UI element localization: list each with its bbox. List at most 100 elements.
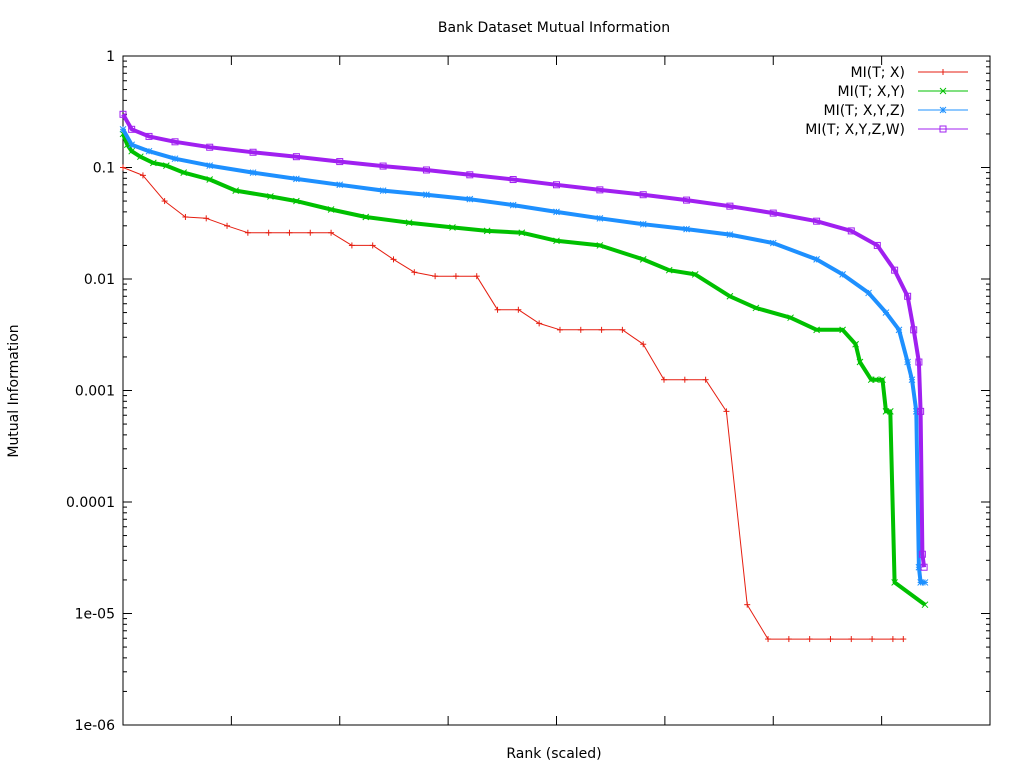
data-point bbox=[702, 376, 709, 383]
data-point bbox=[912, 408, 920, 415]
data-point bbox=[921, 579, 929, 586]
data-point bbox=[918, 550, 926, 558]
series-layer bbox=[119, 110, 929, 643]
data-point bbox=[891, 266, 899, 274]
data-point bbox=[827, 636, 834, 643]
data-point bbox=[182, 213, 189, 220]
data-point bbox=[553, 181, 560, 189]
data-point bbox=[723, 408, 730, 415]
legend: MI(T; X) MI(T; X,Y) MI(T; X,Y,Z) MI(T; X,Y,… bbox=[805, 65, 968, 138]
data-point bbox=[119, 110, 127, 118]
data-point bbox=[369, 242, 376, 249]
series-line bbox=[121, 128, 925, 585]
data-point bbox=[336, 158, 344, 166]
data-point bbox=[726, 202, 734, 210]
data-point bbox=[661, 376, 668, 383]
data-point bbox=[249, 148, 257, 156]
data-point bbox=[536, 320, 543, 327]
chart-title: Bank Dataset Mutual Information bbox=[438, 20, 670, 36]
legend-marker bbox=[939, 125, 947, 133]
data-point bbox=[244, 229, 251, 236]
data-point bbox=[466, 171, 474, 179]
data-point bbox=[149, 159, 157, 167]
data-point bbox=[915, 358, 923, 366]
data-point bbox=[128, 125, 136, 133]
data-point bbox=[598, 326, 605, 333]
data-point bbox=[119, 125, 127, 133]
legend-marker bbox=[940, 69, 946, 75]
data-point bbox=[307, 229, 314, 236]
data-point bbox=[509, 176, 517, 184]
data-point bbox=[900, 636, 907, 643]
data-point bbox=[120, 164, 126, 171]
data-point bbox=[847, 227, 855, 235]
data-point bbox=[249, 169, 257, 176]
data-point bbox=[921, 601, 929, 609]
data-point bbox=[920, 563, 928, 571]
data-point bbox=[390, 256, 397, 263]
data-point bbox=[873, 241, 881, 249]
x-axis-ticks bbox=[122, 56, 991, 725]
series-2 bbox=[119, 130, 929, 609]
data-point bbox=[379, 187, 387, 195]
data-point bbox=[639, 220, 647, 228]
data-point bbox=[908, 376, 916, 384]
y-tick-label: 1e-05 bbox=[75, 607, 115, 623]
data-point bbox=[869, 636, 876, 643]
data-point bbox=[787, 314, 794, 322]
data-point bbox=[879, 376, 886, 384]
data-point bbox=[336, 181, 344, 189]
data-point bbox=[882, 309, 890, 316]
data-point bbox=[726, 231, 734, 238]
data-point bbox=[640, 341, 647, 348]
data-point bbox=[422, 166, 430, 174]
data-point bbox=[806, 636, 813, 643]
y-tick-label: 0.0001 bbox=[66, 495, 115, 511]
data-point bbox=[744, 601, 751, 608]
data-point bbox=[683, 196, 691, 204]
legend-item: MI(T; X) bbox=[851, 65, 968, 81]
legend-label: MI(T; X,Y) bbox=[838, 84, 905, 100]
data-point bbox=[553, 237, 560, 245]
data-point bbox=[665, 266, 673, 274]
plot-frame bbox=[122, 55, 991, 726]
data-point bbox=[466, 195, 474, 203]
data-point bbox=[785, 636, 792, 643]
data-point bbox=[904, 358, 911, 366]
data-point bbox=[515, 306, 522, 313]
data-point bbox=[839, 326, 846, 334]
data-point bbox=[691, 271, 699, 278]
data-point bbox=[293, 175, 300, 183]
legend-item: MI(T; X,Y,Z) bbox=[824, 103, 968, 119]
data-point bbox=[752, 304, 760, 312]
series-1 bbox=[120, 164, 907, 643]
series-3 bbox=[119, 125, 929, 586]
data-point bbox=[681, 376, 688, 383]
y-tick-label: 0.001 bbox=[75, 384, 115, 400]
data-point bbox=[769, 209, 777, 217]
data-point bbox=[423, 191, 430, 199]
data-point bbox=[556, 326, 563, 333]
x-axis-label: Rank (scaled) bbox=[506, 746, 601, 762]
data-point bbox=[139, 172, 146, 179]
legend-label: MI(T; X,Y,Z,W) bbox=[805, 122, 905, 138]
data-point bbox=[726, 292, 734, 300]
data-point bbox=[848, 636, 855, 643]
data-point bbox=[265, 229, 272, 236]
data-point bbox=[224, 222, 231, 229]
data-point bbox=[639, 256, 647, 263]
data-point bbox=[910, 326, 918, 334]
data-point bbox=[161, 198, 168, 205]
data-point bbox=[206, 143, 214, 151]
data-point bbox=[865, 289, 872, 297]
y-tick-label: 1 bbox=[106, 49, 115, 65]
data-point bbox=[872, 376, 879, 384]
data-point bbox=[553, 208, 560, 216]
y-axis-ticks: 1 0.1 0.01 0.001 0.0001 1e-05 1e-06 bbox=[66, 49, 990, 734]
data-point bbox=[856, 358, 864, 366]
y-tick-label: 0.1 bbox=[93, 161, 115, 177]
data-point bbox=[128, 147, 136, 155]
data-point bbox=[494, 306, 501, 313]
data-point bbox=[596, 242, 604, 249]
data-point bbox=[145, 132, 153, 140]
